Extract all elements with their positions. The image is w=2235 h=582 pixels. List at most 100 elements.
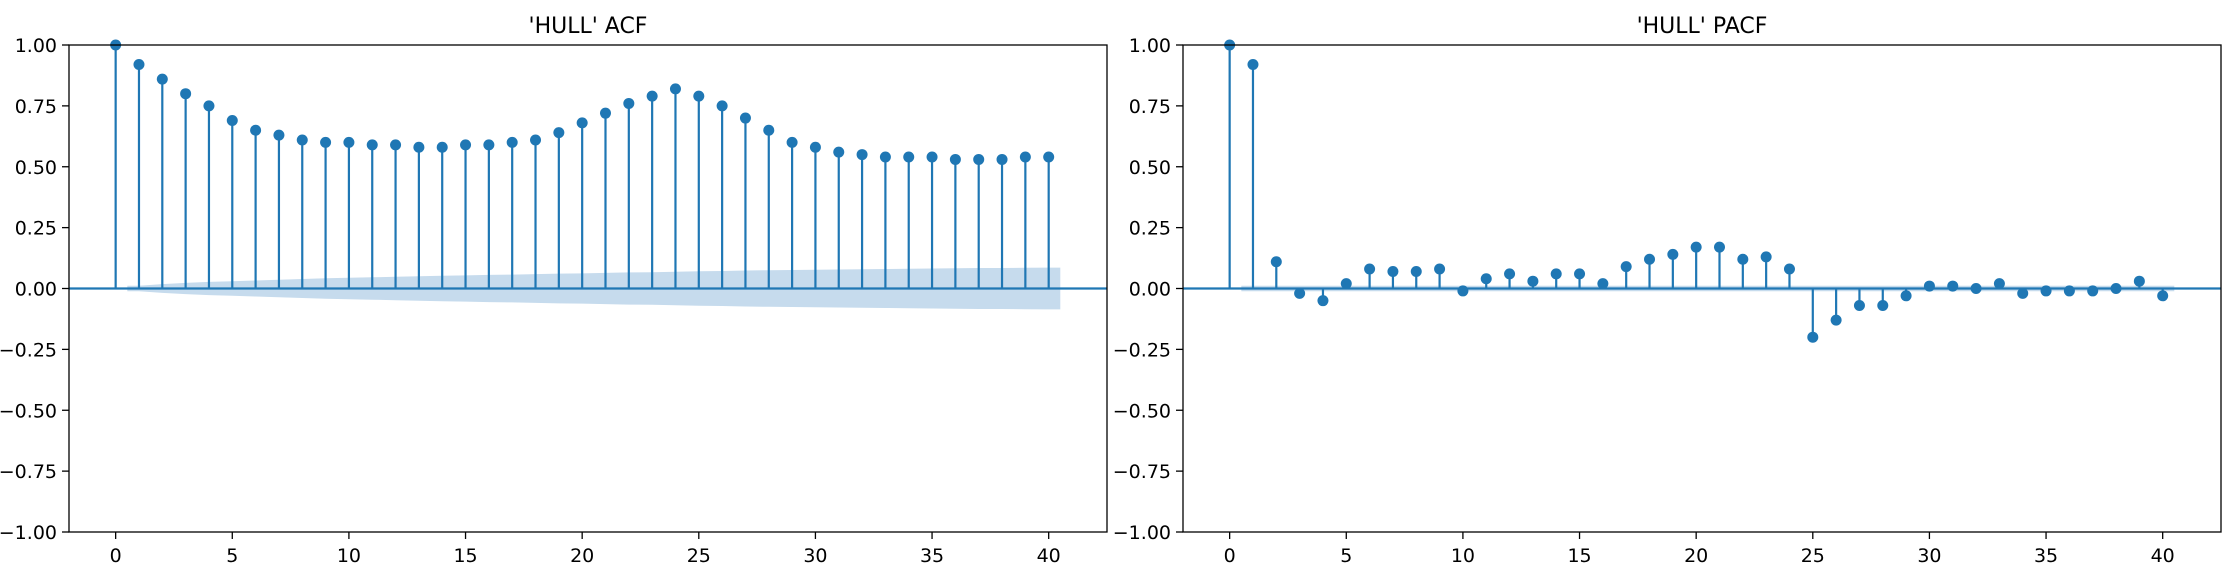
stem-marker — [1480, 273, 1492, 285]
y-tick-label: −0.25 — [0, 339, 57, 361]
stem-marker — [2110, 283, 2122, 294]
stem-marker — [996, 153, 1008, 165]
stem-marker — [1550, 268, 1562, 280]
stem-marker — [1574, 268, 1586, 280]
pacf-panel: 0 5 10 15 20 25 30 35 40 −1.00 −0.75 −0.50 −0.25 0.00… — [1113, 14, 2222, 567]
stem-marker — [2133, 275, 2145, 287]
stem-marker — [833, 146, 845, 158]
stem-marker — [926, 151, 938, 163]
stem-marker — [1043, 151, 1055, 163]
x-tick-label: 10 — [337, 545, 361, 567]
stem-marker — [1830, 314, 1842, 326]
stem-marker — [1923, 280, 1935, 292]
stem-marker — [273, 129, 285, 141]
stem-marker — [1504, 268, 1516, 280]
x-tick-label: 15 — [453, 545, 477, 567]
stem-marker — [343, 136, 355, 148]
stem-marker — [716, 100, 728, 112]
stem-marker — [763, 124, 775, 136]
stem-marker — [973, 153, 985, 165]
stem-marker — [1900, 290, 1912, 302]
y-tick-label: −0.25 — [1113, 339, 1171, 361]
stem-marker — [436, 141, 448, 153]
stem-marker — [646, 90, 658, 102]
stem-marker — [413, 141, 425, 153]
y-tick-label: −1.00 — [1113, 522, 1171, 544]
stem-marker — [739, 112, 751, 124]
stem-marker — [506, 136, 518, 148]
stem-marker — [1690, 241, 1702, 253]
stem-marker — [1644, 253, 1656, 265]
x-tick-label: 5 — [226, 545, 238, 567]
stem-marker — [2040, 285, 2052, 297]
stem-marker — [530, 134, 542, 146]
stem-marker — [2087, 285, 2099, 297]
stem-marker — [296, 134, 308, 146]
stem-marker — [2157, 290, 2169, 302]
stem-marker — [1387, 265, 1399, 277]
x-tick-label: 35 — [920, 545, 944, 567]
chart-title: 'HULL' PACF — [1637, 14, 1768, 39]
stem-marker — [366, 139, 378, 151]
stem-marker — [1737, 253, 1749, 265]
stem-marker — [483, 139, 495, 151]
stem-marker — [1527, 275, 1539, 287]
y-tick-label: 1.00 — [1129, 35, 1171, 57]
y-tick-label: 0.00 — [15, 279, 57, 301]
stem-marker — [1947, 280, 1959, 292]
stem-marker — [879, 151, 891, 163]
stem-marker — [320, 136, 332, 148]
stem-marker — [250, 124, 262, 136]
stem-marker — [1970, 283, 1982, 294]
x-tick-label: 30 — [1917, 545, 1941, 567]
x-tick-label: 30 — [803, 545, 827, 567]
x-tick-label: 0 — [110, 545, 122, 567]
stem-marker — [1853, 300, 1865, 312]
stem-marker — [856, 149, 868, 161]
x-tick-label: 40 — [2151, 545, 2175, 567]
stem-marker — [203, 100, 215, 112]
stem-marker — [1270, 256, 1282, 268]
stem-marker — [2063, 285, 2075, 297]
stem-marker — [1783, 263, 1795, 275]
chart-title: 'HULL' ACF — [529, 14, 648, 39]
stem-marker — [133, 58, 145, 70]
x-tick-label: 25 — [1801, 545, 1825, 567]
y-tick-label: 0.25 — [1129, 218, 1171, 240]
y-tick-label: −0.75 — [0, 461, 57, 483]
y-tick-label: 0.00 — [1129, 279, 1171, 301]
stem-marker — [1620, 261, 1632, 273]
y-tick-label: −0.50 — [0, 400, 57, 422]
stem-marker — [1247, 58, 1259, 70]
stem-marker — [576, 117, 588, 129]
stem-marker — [809, 141, 821, 153]
y-tick-label: −0.75 — [1113, 461, 1171, 483]
x-tick-label: 10 — [1451, 545, 1475, 567]
stem-marker — [1713, 241, 1725, 253]
x-tick-label: 5 — [1340, 545, 1352, 567]
x-tick-label: 40 — [1037, 545, 1061, 567]
stem-marker — [2017, 287, 2029, 299]
stem-marker — [1807, 331, 1819, 343]
stem-marker — [599, 107, 611, 119]
x-tick-label: 20 — [1684, 545, 1708, 567]
stem-marker — [949, 153, 961, 165]
stem-marker — [1317, 295, 1329, 307]
stem-marker — [1760, 251, 1772, 263]
stem-marker — [1340, 278, 1352, 290]
stem-marker — [156, 73, 168, 85]
y-tick-label: 0.75 — [15, 96, 57, 118]
y-tick-label: −1.00 — [0, 522, 57, 544]
y-tick-label: −0.50 — [1113, 400, 1171, 422]
stem-marker — [1877, 300, 1889, 312]
stem-marker — [460, 139, 472, 151]
x-tick-label: 25 — [687, 545, 711, 567]
stem-marker — [693, 90, 705, 102]
y-tick-label: 0.50 — [1129, 157, 1171, 179]
stem-marker — [553, 127, 565, 139]
y-tick-label: 0.25 — [15, 218, 57, 240]
acf-panel: 0 5 10 15 20 25 30 35 40 −1.00 −0.75 −0.50 −0.25 0.00… — [0, 14, 1108, 567]
stem-marker — [1597, 278, 1609, 290]
stem-marker — [1993, 278, 2005, 290]
